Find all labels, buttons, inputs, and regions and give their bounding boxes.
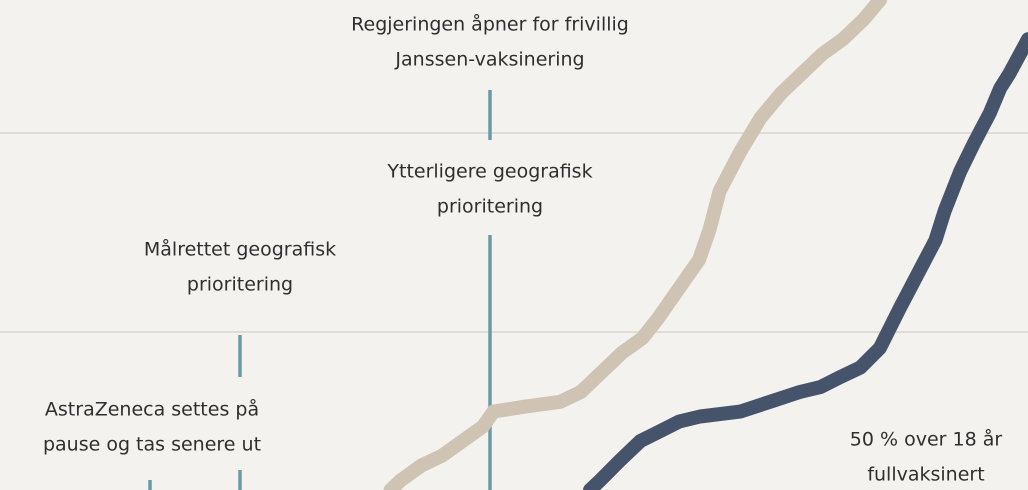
annotation-text: fullvaksinert (867, 464, 984, 486)
annotation-text: AstraZeneca settes på (45, 398, 259, 421)
series-group (383, 0, 1028, 490)
annotation-text: Janssen-vaksinering (394, 49, 584, 71)
series-line (583, 32, 1028, 490)
series-line (383, 0, 887, 490)
annotation-text: Regjeringen åpner for frivillig (351, 13, 629, 36)
annotation-text: 50 % over 18 år (850, 428, 1003, 451)
annotation-text: prioritering (187, 274, 293, 296)
annotation-text: pause og tas senere ut (43, 434, 261, 456)
annotation-text: Ytterligere geografisk (386, 161, 592, 183)
annotation-group: Regjeringen åpner for frivillig Janssen-v… (43, 13, 1002, 486)
annotation-text: prioritering (437, 196, 543, 218)
annotation-text: Målrettet geografisk (144, 238, 336, 261)
